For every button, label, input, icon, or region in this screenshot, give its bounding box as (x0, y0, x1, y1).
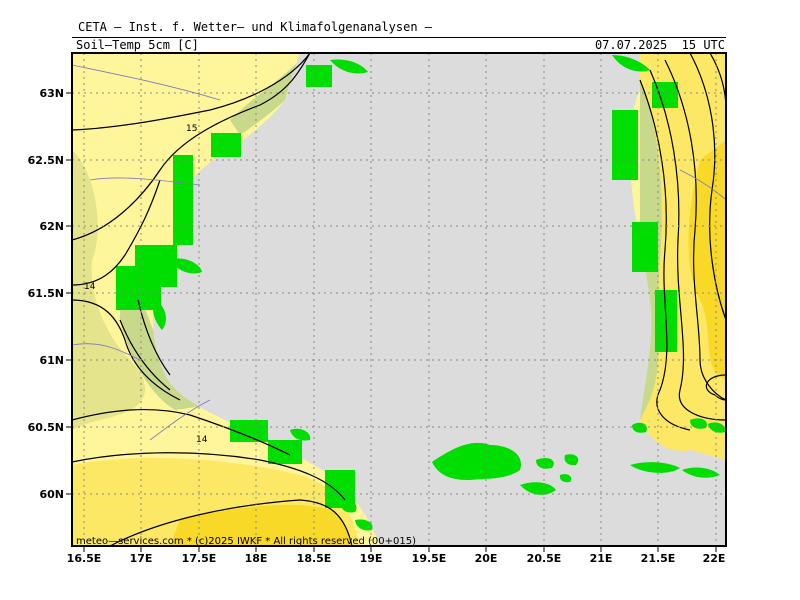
lat-label: 63N (39, 87, 64, 100)
lon-label: 18.5E (297, 552, 332, 565)
valid-time: 07.07.2025 15 UTC (594, 38, 725, 52)
island-aland (432, 442, 521, 480)
sea-area (153, 53, 726, 546)
island (564, 454, 579, 466)
lat-labels: 63N 62.5N 62N 61.5N 61N 60.5N 60N (28, 87, 64, 501)
lon-label: 17.5E (182, 552, 217, 565)
contour-label: 14 (196, 435, 208, 445)
river (89, 177, 201, 186)
lat-label: 60N (39, 488, 64, 501)
island (690, 418, 707, 429)
contour-label: 14 (84, 282, 96, 292)
island (340, 499, 357, 513)
coastal-cells (116, 55, 726, 531)
lon-label: 16.5E (67, 552, 102, 565)
contour-line (705, 374, 726, 401)
contour-line (72, 408, 291, 456)
island (330, 59, 368, 74)
map-frame (71, 52, 727, 547)
island (612, 55, 650, 72)
island (520, 482, 556, 495)
lon-label: 20.5E (527, 552, 562, 565)
contour-line (72, 179, 161, 286)
island (682, 467, 720, 478)
contour-line (137, 299, 171, 376)
lon-label: 22E (703, 552, 726, 565)
lon-label: 21E (590, 552, 613, 565)
island (536, 457, 554, 469)
island (630, 462, 680, 473)
parameter-label: Soil—Temp 5cm [C] (76, 38, 199, 52)
island (290, 428, 311, 441)
river (72, 343, 141, 361)
lon-tick-marks (83, 546, 717, 552)
river (149, 399, 211, 441)
contour-line (689, 53, 726, 321)
contour-label: 15 (186, 124, 197, 134)
lon-label: 18E (245, 552, 268, 565)
lon-label: 19E (360, 552, 383, 565)
river (679, 169, 726, 201)
contour-line (72, 299, 181, 401)
contour-line (664, 59, 726, 401)
coast-cell (306, 65, 332, 87)
chart-title: CETA — Inst. f. Wetter— und Klimafolgena… (78, 20, 433, 34)
lat-label: 61.5N (28, 287, 64, 300)
island (355, 519, 373, 531)
contour-line (119, 319, 171, 391)
lon-label: 17E (130, 552, 153, 565)
graticule (72, 53, 726, 546)
contour-line (72, 53, 311, 241)
coast-cell (211, 133, 241, 157)
lat-label: 61N (39, 354, 64, 367)
island (170, 258, 202, 274)
lat-label: 62N (39, 220, 64, 233)
map-canvas: 15 14 14 meteo—services.com * (c)2025 IW… (72, 53, 726, 547)
island (152, 300, 166, 330)
lat-tick-marks (66, 92, 72, 495)
coast-cell (135, 245, 177, 287)
coast-cell (173, 155, 193, 245)
coast-cell (612, 110, 638, 180)
contour-line (109, 499, 353, 546)
contour-line (72, 452, 346, 501)
island (708, 422, 726, 433)
contour-line (72, 53, 311, 131)
rivers (72, 64, 726, 441)
lon-label: 20E (475, 552, 498, 565)
lat-label: 60.5N (28, 421, 64, 434)
river (72, 64, 221, 101)
lat-label: 62.5N (28, 154, 64, 167)
warm-land-zone-east (688, 140, 726, 380)
coast-cell (230, 420, 268, 442)
lon-labels: 16.5E 17E 17.5E 18E 18.5E 19E 19.5E 20E … (67, 552, 726, 565)
coast-cell (632, 222, 658, 272)
warmer-land-zone-south (170, 504, 352, 546)
island (632, 422, 647, 433)
lon-label: 21.5E (641, 552, 676, 565)
lon-label: 19.5E (412, 552, 447, 565)
island (559, 474, 572, 483)
copyright-credit: meteo—services.com * (c)2025 IWKF * All … (76, 536, 416, 547)
